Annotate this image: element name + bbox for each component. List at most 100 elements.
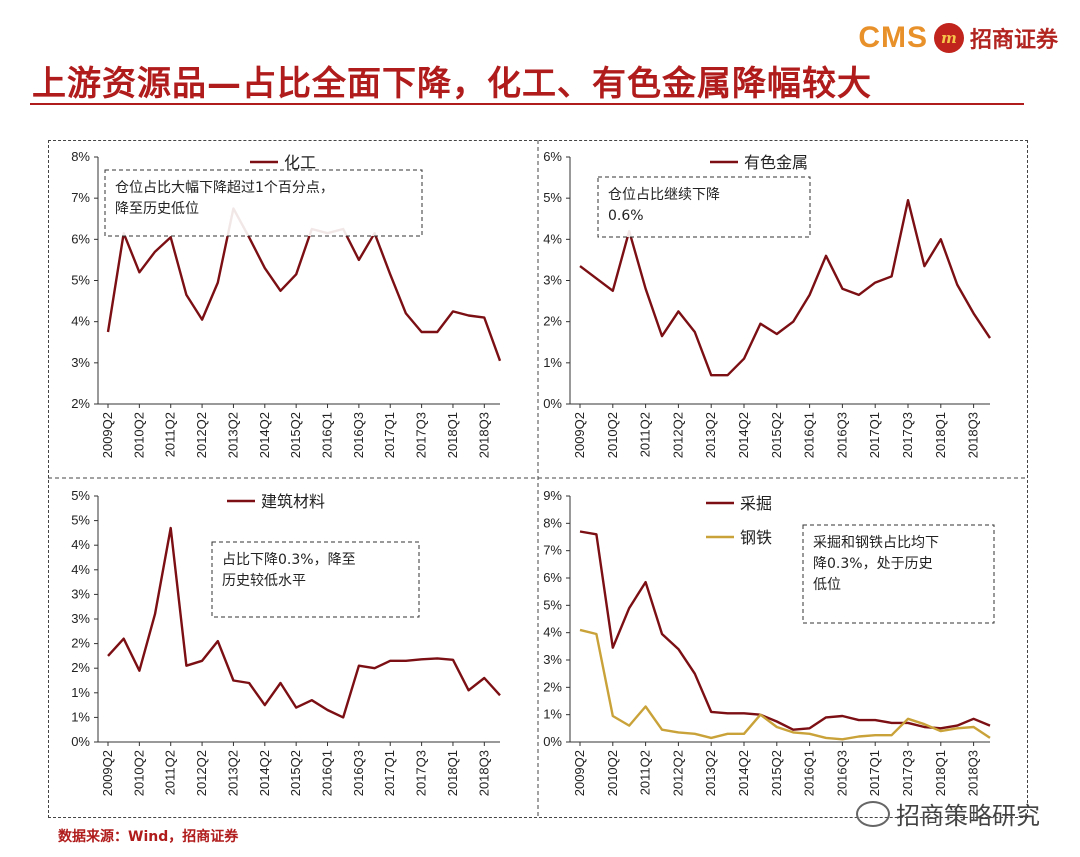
y-tick-label: 4% <box>71 537 90 552</box>
x-tick-label: 2009Q2 <box>100 412 115 458</box>
legend-label: 采掘 <box>740 494 772 513</box>
annotation-box <box>104 169 423 237</box>
y-tick-label: 3% <box>71 355 90 370</box>
y-tick-label: 0% <box>543 396 562 411</box>
x-tick-label: 2013Q2 <box>225 750 240 796</box>
watermark: 招商策略研究 <box>856 796 1040 831</box>
x-tick-label: 2016Q1 <box>320 750 335 796</box>
x-tick-label: 2016Q1 <box>802 750 817 796</box>
y-tick-label: 2% <box>71 636 90 651</box>
y-tick-label: 4% <box>71 314 90 329</box>
x-tick-label: 2017Q1 <box>867 750 882 796</box>
x-tick-label: 2018Q3 <box>476 412 491 458</box>
y-tick-label: 4% <box>71 562 90 577</box>
legend-label: 化工 <box>284 153 316 172</box>
x-tick-label: 2018Q1 <box>933 412 948 458</box>
y-tick-label: 3% <box>543 273 562 288</box>
logo-chinese: 招商证券 <box>969 28 1058 53</box>
x-tick-label: 2015Q2 <box>769 750 784 796</box>
y-tick-label: 2% <box>71 396 90 411</box>
y-tick-label: 4% <box>543 625 562 640</box>
x-tick-label: 2013Q2 <box>703 750 718 796</box>
annotation-text: 降至历史低位 <box>115 201 199 217</box>
x-tick-label: 2015Q2 <box>288 412 303 458</box>
data-source-note: 数据来源：Wind，招商证券 <box>58 829 239 845</box>
annotation-text: 低位 <box>813 577 841 593</box>
y-tick-label: 1% <box>543 355 562 370</box>
legend-label: 有色金属 <box>744 153 808 172</box>
y-tick-label: 8% <box>71 149 90 164</box>
y-tick-label: 2% <box>543 314 562 329</box>
x-tick-label: 2016Q3 <box>834 412 849 458</box>
x-tick-label: 2016Q1 <box>320 412 335 458</box>
y-tick-label: 1% <box>543 707 562 722</box>
annotation-text: 占比下降0.3%，降至 <box>222 552 356 568</box>
x-tick-label: 2013Q2 <box>703 412 718 458</box>
watermark-text: 招商策略研究 <box>896 802 1040 830</box>
x-tick-label: 2017Q1 <box>382 750 397 796</box>
chart-panel-bottom-left: 0% 1% 1% 2% 2% 3% 3% 4% 4% 5% 5% 2009Q2 2010Q2 2011Q2… <box>71 488 501 796</box>
x-tick-label: 2017Q3 <box>414 412 429 458</box>
x-tick-label: 2013Q2 <box>225 412 240 458</box>
x-tick-label: 2012Q2 <box>194 412 209 458</box>
y-tick-label: 1% <box>71 709 90 724</box>
y-tick-label: 5% <box>543 597 562 612</box>
y-tick-label: 3% <box>71 611 90 626</box>
y-tick-label: 5% <box>71 273 90 288</box>
x-tick-label: 2016Q1 <box>802 412 817 458</box>
x-tick-label: 2018Q3 <box>966 750 981 796</box>
annotation-text: 采掘和钢铁占比均下 <box>813 535 939 551</box>
x-tick-label: 2015Q2 <box>769 412 784 458</box>
chart-panel-top-right: 0% 1% 2% 3% 4% 5% 6% 2009Q2 2010Q2 2011Q2 2012Q2 20… <box>543 149 991 458</box>
x-tick-label: 2010Q2 <box>131 412 146 458</box>
x-tick-label: 2017Q1 <box>382 412 397 458</box>
y-tick-label: 7% <box>543 543 562 558</box>
x-tick-label: 2018Q3 <box>966 412 981 458</box>
x-tick-label: 2017Q3 <box>414 750 429 796</box>
x-tick-label: 2011Q2 <box>163 412 178 457</box>
x-tick-label: 2012Q2 <box>670 750 685 796</box>
x-tick-label: 2011Q2 <box>163 750 178 795</box>
logo-latin: CMS <box>858 21 928 54</box>
series-line-采掘 <box>579 530 991 731</box>
x-tick-label: 2018Q3 <box>476 750 491 796</box>
x-tick-label: 2012Q2 <box>670 412 685 458</box>
series-line-有色金属 <box>579 198 991 377</box>
x-tick-label: 2011Q2 <box>638 750 653 795</box>
x-tick-label: 2018Q1 <box>445 412 460 458</box>
y-tick-label: 3% <box>71 586 90 601</box>
y-tick-label: 5% <box>71 488 90 503</box>
x-tick-label: 2016Q3 <box>351 750 366 796</box>
y-tick-label: 9% <box>543 488 562 503</box>
y-tick-label: 6% <box>543 570 562 585</box>
x-tick-label: 2010Q2 <box>605 750 620 796</box>
x-tick-label: 2009Q2 <box>572 412 587 458</box>
x-tick-label: 2014Q2 <box>736 750 751 796</box>
y-tick-label: 4% <box>543 231 562 246</box>
annotation-text: 历史较低水平 <box>222 573 306 589</box>
chart-panel-bottom-right: 0% 1% 2% 3% 4% 5% 6% 7% 8% 9% 2009Q2 2010Q2 2011Q2 20… <box>543 488 995 796</box>
x-tick-label: 2012Q2 <box>194 750 209 796</box>
x-tick-label: 2015Q2 <box>288 750 303 796</box>
annotation-box <box>597 176 811 238</box>
annotation-text: 仓位占比大幅下降超过1个百分点， <box>115 180 334 196</box>
y-tick-label: 7% <box>71 190 90 205</box>
y-tick-label: 5% <box>71 513 90 528</box>
x-tick-label: 2017Q3 <box>900 750 915 796</box>
y-tick-label: 0% <box>71 734 90 749</box>
brand-logo: CMS m 招商证券 <box>858 18 1058 58</box>
x-tick-label: 2010Q2 <box>605 412 620 458</box>
legend-label: 建筑材料 <box>261 492 325 511</box>
logo-emblem-icon: m <box>933 23 964 53</box>
x-tick-label: 2017Q1 <box>867 412 882 458</box>
legend-label: 钢铁 <box>740 528 772 547</box>
x-tick-label: 2009Q2 <box>100 750 115 796</box>
wechat-icon <box>856 800 890 827</box>
y-tick-label: 1% <box>71 685 90 700</box>
y-tick-label: 2% <box>71 660 90 675</box>
chart-panel-top-left: 2% 3% 4% 5% 6% 7% 8% 2009Q2 2010Q2 2011Q2 2012Q2 20… <box>71 149 502 458</box>
annotation-text: 仓位占比继续下降 <box>608 186 720 203</box>
x-tick-label: 2009Q2 <box>572 750 587 796</box>
annotation-box <box>211 541 420 618</box>
